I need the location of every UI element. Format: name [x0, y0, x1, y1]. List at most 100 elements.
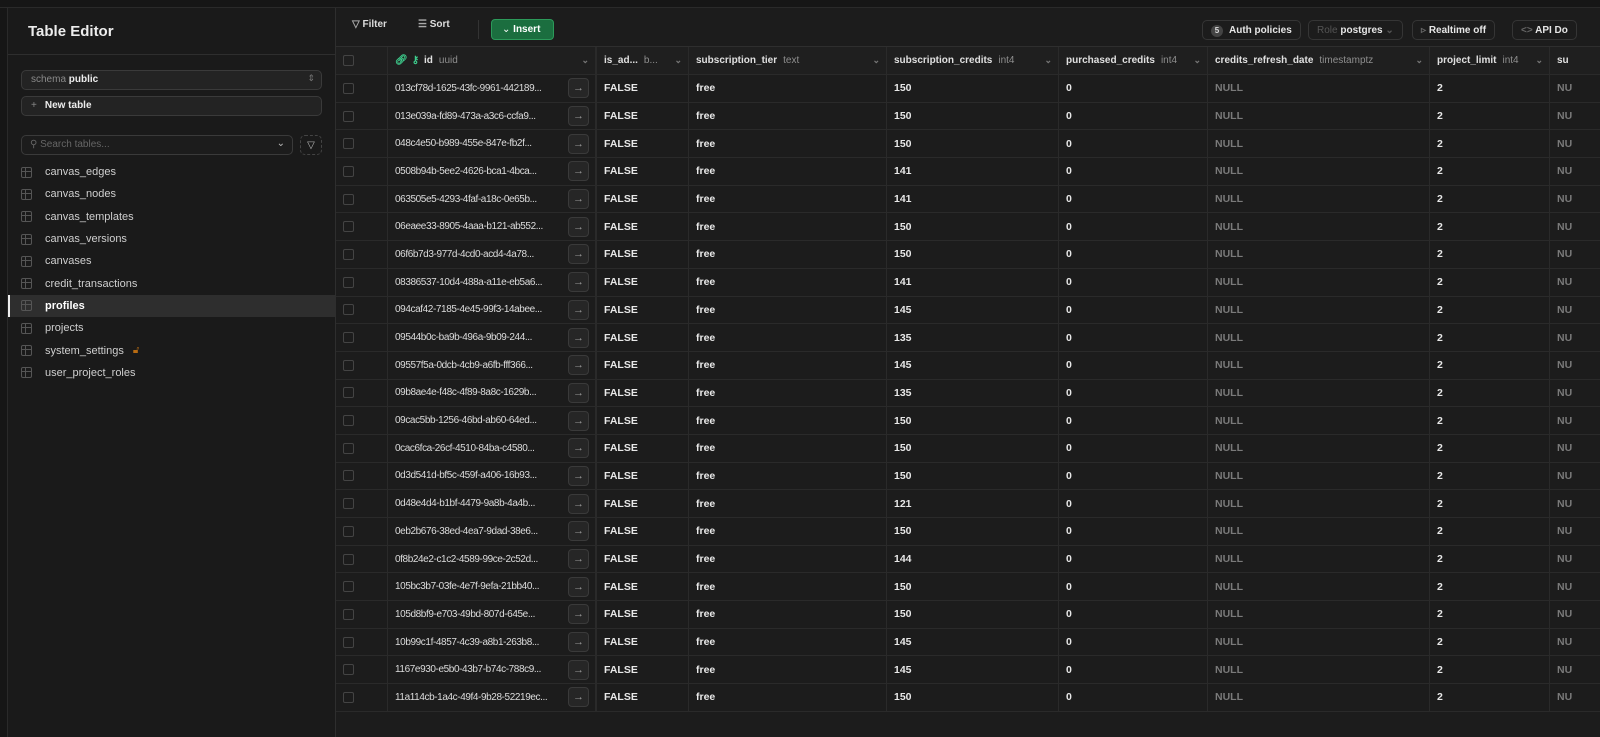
- cell-project-limit[interactable]: 2: [1430, 185, 1550, 213]
- cell-is-ad[interactable]: FALSE: [597, 268, 689, 296]
- cell-credits-refresh-date[interactable]: NULL: [1208, 656, 1430, 684]
- cell-subscription-credits[interactable]: 145: [887, 351, 1059, 379]
- row-checkbox[interactable]: [343, 691, 354, 703]
- cell-is-ad[interactable]: FALSE: [597, 379, 689, 407]
- cell-id[interactable]: 06eaee33-8905-4aaa-b121-ab552... →: [388, 213, 596, 241]
- arrow-right-icon[interactable]: →: [568, 216, 589, 237]
- cell-su[interactable]: NU: [1550, 297, 1600, 324]
- cell-project-limit[interactable]: 2: [1430, 102, 1550, 130]
- cell-subscription-credits[interactable]: 141: [887, 185, 1059, 213]
- column-header-su[interactable]: su: [1550, 47, 1600, 74]
- auth-policies-button[interactable]: 5 Auth policies: [1202, 20, 1301, 40]
- row-checkbox[interactable]: [343, 193, 354, 205]
- row-checkbox[interactable]: [343, 304, 354, 316]
- cell-subscription-credits[interactable]: 141: [887, 158, 1059, 185]
- sidebar-item-canvases[interactable]: canvases: [8, 250, 336, 272]
- cell-project-limit[interactable]: 2: [1430, 407, 1550, 434]
- cell-purchased-credits[interactable]: 0: [1059, 268, 1208, 296]
- cell-subscription-tier[interactable]: free: [689, 296, 887, 324]
- chevron-down-icon[interactable]: ⌄: [1193, 55, 1201, 65]
- cell-project-limit[interactable]: 2: [1430, 434, 1550, 462]
- cell-project-limit[interactable]: 2: [1430, 656, 1550, 684]
- cell-id[interactable]: 09557f5a-0dcb-4cb9-a6fb-fff366... →: [388, 351, 596, 379]
- cell-is-ad[interactable]: FALSE: [597, 351, 689, 379]
- cell-credits-refresh-date[interactable]: NULL: [1208, 102, 1430, 130]
- cell-subscription-tier[interactable]: free: [689, 407, 887, 434]
- cell-project-limit[interactable]: 2: [1430, 130, 1550, 158]
- row-checkbox[interactable]: [343, 636, 354, 648]
- cell-project-limit[interactable]: 2: [1430, 684, 1550, 711]
- cell-project-limit[interactable]: 2: [1430, 351, 1550, 379]
- insert-button[interactable]: ⌄ Insert: [491, 19, 554, 40]
- cell-su[interactable]: NU: [1550, 186, 1600, 213]
- row-checkbox[interactable]: [343, 608, 354, 620]
- cell-is-ad[interactable]: FALSE: [597, 241, 689, 268]
- cell-project-limit[interactable]: 2: [1430, 75, 1550, 102]
- cell-id[interactable]: 013cf78d-1625-43fc-9961-442189... →: [388, 75, 596, 102]
- row-checkbox[interactable]: [343, 82, 354, 94]
- cell-subscription-credits[interactable]: 150: [887, 462, 1059, 490]
- cell-credits-refresh-date[interactable]: NULL: [1208, 407, 1430, 434]
- cell-purchased-credits[interactable]: 0: [1059, 545, 1208, 573]
- cell-is-ad[interactable]: FALSE: [597, 75, 689, 102]
- row-checkbox[interactable]: [343, 442, 354, 454]
- schema-select[interactable]: schema public ⇕: [21, 70, 322, 90]
- cell-subscription-tier[interactable]: free: [689, 268, 887, 296]
- cell-is-ad[interactable]: FALSE: [597, 130, 689, 158]
- arrow-right-icon[interactable]: →: [568, 78, 589, 99]
- cell-subscription-credits[interactable]: 135: [887, 324, 1059, 351]
- cell-subscription-credits[interactable]: 145: [887, 656, 1059, 684]
- sidebar-item-canvas-templates[interactable]: canvas_templates: [8, 206, 336, 228]
- cell-subscription-tier[interactable]: free: [689, 351, 887, 379]
- row-checkbox[interactable]: [343, 110, 354, 122]
- row-checkbox[interactable]: [343, 248, 354, 260]
- cell-subscription-tier[interactable]: free: [689, 518, 887, 545]
- row-checkbox[interactable]: [343, 332, 354, 344]
- cell-is-ad[interactable]: FALSE: [597, 185, 689, 213]
- cell-subscription-credits[interactable]: 150: [887, 684, 1059, 711]
- cell-su[interactable]: NU: [1550, 684, 1600, 711]
- cell-id[interactable]: 105bc3b7-03fe-4e7f-9efa-21bb40... →: [388, 573, 596, 601]
- cell-id[interactable]: 094caf42-7185-4e45-99f3-14abee... →: [388, 296, 596, 324]
- cell-purchased-credits[interactable]: 0: [1059, 185, 1208, 213]
- cell-subscription-credits[interactable]: 150: [887, 573, 1059, 601]
- cell-su[interactable]: NU: [1550, 269, 1600, 296]
- cell-purchased-credits[interactable]: 0: [1059, 490, 1208, 517]
- cell-credits-refresh-date[interactable]: NULL: [1208, 684, 1430, 711]
- cell-credits-refresh-date[interactable]: NULL: [1208, 296, 1430, 324]
- cell-id[interactable]: 09544b0c-ba9b-496a-9b09-244... →: [388, 324, 596, 351]
- cell-credits-refresh-date[interactable]: NULL: [1208, 268, 1430, 296]
- cell-credits-refresh-date[interactable]: NULL: [1208, 75, 1430, 102]
- cell-project-limit[interactable]: 2: [1430, 518, 1550, 545]
- cell-subscription-tier[interactable]: free: [689, 601, 887, 628]
- cell-credits-refresh-date[interactable]: NULL: [1208, 351, 1430, 379]
- cell-purchased-credits[interactable]: 0: [1059, 656, 1208, 684]
- cell-is-ad[interactable]: FALSE: [597, 684, 689, 711]
- column-header-is-ad[interactable]: is_ad... b... ⌄: [597, 47, 689, 74]
- cell-id[interactable]: 0508b94b-5ee2-4626-bca1-4bca... →: [388, 158, 596, 185]
- cell-id[interactable]: 0d48e4d4-b1bf-4479-9a8b-4a4b... →: [388, 490, 596, 517]
- cell-su[interactable]: NU: [1550, 629, 1600, 656]
- cell-id[interactable]: 013e039a-fd89-473a-a3c6-ccfa9... →: [388, 102, 596, 130]
- cell-purchased-credits[interactable]: 0: [1059, 379, 1208, 407]
- cell-purchased-credits[interactable]: 0: [1059, 573, 1208, 601]
- cell-is-ad[interactable]: FALSE: [597, 213, 689, 241]
- cell-credits-refresh-date[interactable]: NULL: [1208, 130, 1430, 158]
- cell-subscription-tier[interactable]: free: [689, 102, 887, 130]
- cell-is-ad[interactable]: FALSE: [597, 158, 689, 185]
- cell-is-ad[interactable]: FALSE: [597, 490, 689, 517]
- cell-id[interactable]: 048c4e50-b989-455e-847e-fb2f... →: [388, 130, 596, 158]
- cell-project-limit[interactable]: 2: [1430, 268, 1550, 296]
- cell-subscription-tier[interactable]: free: [689, 213, 887, 241]
- sidebar-item-canvas-edges[interactable]: canvas_edges: [8, 161, 336, 183]
- arrow-right-icon[interactable]: →: [568, 687, 589, 708]
- column-header-id[interactable]: 🔗︎ ⚷ id uuid ⌄: [388, 47, 596, 74]
- cell-purchased-credits[interactable]: 0: [1059, 213, 1208, 241]
- cell-project-limit[interactable]: 2: [1430, 601, 1550, 628]
- chevron-down-icon[interactable]: ⌄: [1044, 55, 1052, 65]
- cell-purchased-credits[interactable]: 0: [1059, 296, 1208, 324]
- cell-purchased-credits[interactable]: 0: [1059, 434, 1208, 462]
- cell-purchased-credits[interactable]: 0: [1059, 241, 1208, 268]
- cell-id[interactable]: 0eb2b676-38ed-4ea7-9dad-38e6... →: [388, 518, 596, 545]
- cell-subscription-tier[interactable]: free: [689, 684, 887, 711]
